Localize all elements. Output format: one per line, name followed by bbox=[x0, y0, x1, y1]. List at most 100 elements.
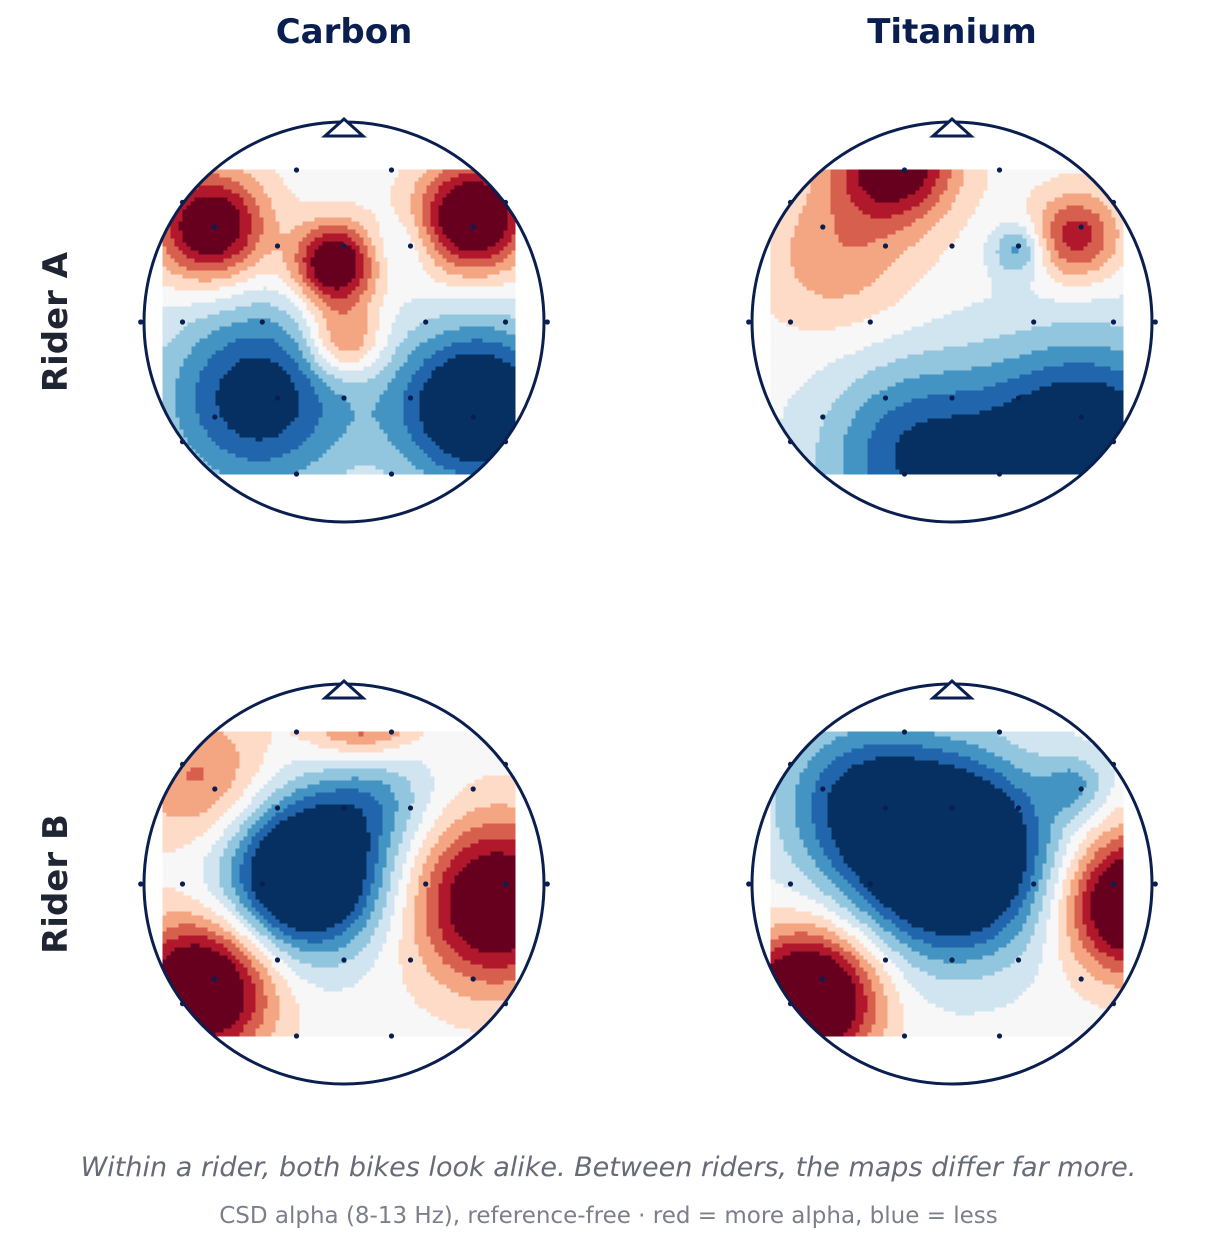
sensor-dot bbox=[502, 439, 509, 445]
contour-level-0 bbox=[894, 381, 1124, 475]
sensor-dot bbox=[882, 805, 889, 811]
sensor-dot bbox=[179, 199, 186, 205]
sensor-dot bbox=[341, 957, 347, 963]
sensor-dot bbox=[293, 471, 300, 477]
contour-level-5 bbox=[770, 731, 1124, 1037]
topomap-field bbox=[770, 731, 1124, 1037]
sensor-dot bbox=[1152, 319, 1158, 325]
sensor-dot bbox=[423, 319, 429, 325]
sensor-dot bbox=[901, 729, 908, 735]
sensor-dot bbox=[212, 224, 218, 230]
sensor-dot bbox=[1110, 319, 1117, 325]
sensor-dot bbox=[341, 243, 347, 249]
sensor-dot bbox=[1110, 761, 1117, 767]
sensor-dot bbox=[179, 439, 186, 445]
sensor-dot bbox=[212, 414, 218, 420]
sensor-dot bbox=[787, 319, 794, 325]
sensor-dot bbox=[502, 761, 509, 767]
nose-marker bbox=[321, 678, 367, 700]
sensor-dot bbox=[1078, 786, 1084, 792]
column-title-carbon: Carbon bbox=[275, 12, 413, 52]
sensor-dot bbox=[820, 976, 826, 982]
sensor-dot bbox=[259, 319, 265, 325]
topomap-rider-a-carbon bbox=[138, 116, 550, 524]
sensor-dot bbox=[996, 167, 1003, 173]
sensor-dot bbox=[407, 243, 414, 249]
sensor-dot bbox=[949, 805, 955, 811]
sensor-dot bbox=[259, 881, 265, 887]
sensor-dot bbox=[787, 1001, 794, 1007]
sensor-dot bbox=[1015, 805, 1022, 811]
sensor-dot bbox=[746, 319, 752, 325]
sensor-dot bbox=[502, 199, 509, 205]
sensor-dot bbox=[901, 1033, 908, 1039]
sensor-dot bbox=[746, 881, 752, 887]
column-title-titanium: Titanium bbox=[867, 12, 1037, 52]
sensor-dot bbox=[502, 881, 509, 887]
nose-marker bbox=[321, 116, 367, 138]
sensor-dot bbox=[470, 224, 476, 230]
row-title-rider-a-label: Rider A bbox=[36, 251, 76, 393]
contour-level-10 bbox=[162, 851, 516, 1037]
sensor-dot bbox=[820, 786, 826, 792]
sensor-dot bbox=[212, 786, 218, 792]
sensor-dot bbox=[949, 243, 955, 249]
sensor-dot bbox=[996, 471, 1003, 477]
sensor-dot bbox=[407, 957, 414, 963]
figure-subcaption: CSD alpha (8-13 Hz), reference-free · re… bbox=[219, 1203, 998, 1229]
topomap-field bbox=[162, 731, 516, 1037]
figure-caption: Within a rider, both bikes look alike. B… bbox=[80, 1152, 1137, 1183]
sensor-dot bbox=[820, 224, 826, 230]
contour-level-3 bbox=[814, 233, 1124, 475]
nose-marker bbox=[929, 116, 975, 138]
contour-level-10 bbox=[770, 859, 1124, 1037]
contour-level-3 bbox=[162, 301, 516, 475]
sensor-dot bbox=[882, 395, 889, 401]
sensor-dot bbox=[882, 957, 889, 963]
sensor-dot bbox=[867, 319, 873, 325]
sensor-dot bbox=[820, 414, 826, 420]
sensor-dot bbox=[388, 729, 395, 735]
contour-level-2 bbox=[174, 317, 516, 475]
contour-level-10 bbox=[178, 181, 508, 291]
sensor-dot bbox=[179, 1001, 186, 1007]
sensor-dot bbox=[1152, 881, 1158, 887]
sensor-dot bbox=[1078, 224, 1084, 230]
sensor-dot bbox=[388, 1033, 395, 1039]
sensor-dot bbox=[996, 1033, 1003, 1039]
topomap-rider-b-carbon bbox=[138, 678, 550, 1086]
contour-level-9 bbox=[162, 839, 516, 1037]
contour-level-8 bbox=[830, 169, 1104, 263]
contour-level-0 bbox=[826, 755, 1028, 937]
sensor-dot bbox=[787, 199, 794, 205]
sensor-dot bbox=[1110, 199, 1117, 205]
sensor-dot bbox=[293, 729, 300, 735]
sensor-dot bbox=[901, 471, 908, 477]
sensor-dot bbox=[341, 805, 347, 811]
nose-marker bbox=[929, 678, 975, 700]
contour-level-0 bbox=[250, 803, 372, 933]
sensor-dot bbox=[949, 395, 955, 401]
sensor-dot bbox=[1015, 395, 1022, 401]
sensor-dot bbox=[470, 414, 476, 420]
sensor-dot bbox=[212, 976, 218, 982]
contour-level-9 bbox=[846, 169, 1092, 251]
sensor-dot bbox=[544, 881, 550, 887]
sensor-dot bbox=[1110, 881, 1117, 887]
sensor-dot bbox=[1031, 319, 1037, 325]
sensor-dot bbox=[996, 729, 1003, 735]
row-title-rider-b-label: Rider B bbox=[36, 814, 76, 954]
sensor-dot bbox=[1015, 957, 1022, 963]
sensor-dot bbox=[274, 957, 281, 963]
topomap-field bbox=[162, 169, 516, 475]
contour-level-0 bbox=[214, 353, 516, 463]
sensor-dot bbox=[787, 881, 794, 887]
sensor-dot bbox=[901, 167, 908, 173]
sensor-dot bbox=[179, 881, 186, 887]
sensor-dot bbox=[949, 957, 955, 963]
contour-level-10 bbox=[858, 169, 928, 203]
sensor-dot bbox=[388, 167, 395, 173]
sensor-dot bbox=[787, 761, 794, 767]
sensor-dot bbox=[179, 761, 186, 767]
topomap-rider-a-titanium bbox=[746, 116, 1158, 524]
